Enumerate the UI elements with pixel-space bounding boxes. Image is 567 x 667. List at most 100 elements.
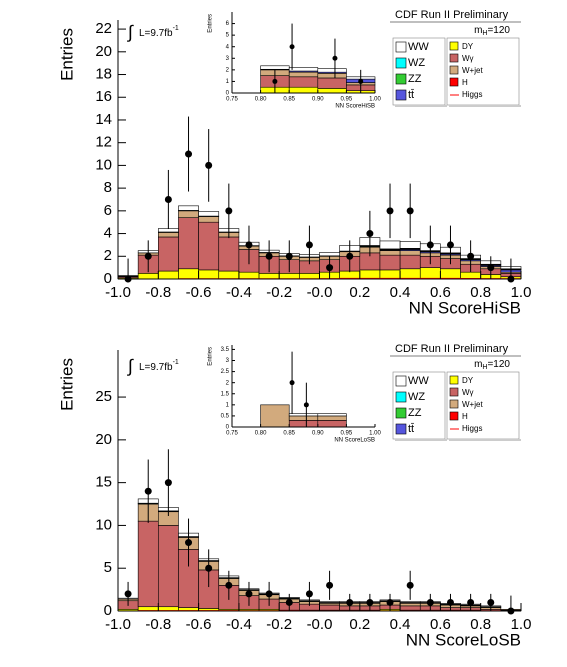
chart-title: CDF Run II Preliminary [395,343,509,355]
histogram-bar [399,602,421,607]
data-point [245,590,253,598]
data-point [366,598,374,606]
legend-swatch [395,41,407,53]
histogram-bar [288,86,319,94]
x-tick-label: -1.0 [105,616,131,633]
x-tick-label: 0.95 [341,97,353,103]
data-point [272,78,278,84]
x-tick-label: 0.90 [312,431,324,437]
histogram-bar [218,270,240,280]
histogram-bar [178,205,199,211]
histogram-bar [399,254,421,270]
x-tick-label: 0.95 [341,431,353,437]
y-tick-label: 3 [226,56,230,62]
lumi-label-part: -1 [173,359,179,366]
y-tick-label: 6 [226,21,230,27]
x-tick-label: -1.0 [105,284,131,301]
x-tick-label: -0.4 [226,616,252,633]
histogram-bar [460,271,481,280]
x-tick-label: 0.90 [312,97,324,103]
x-tick-label: 0.80 [255,97,267,103]
y-tick-label: 8 [104,179,112,196]
legend-swatch [449,77,459,87]
data-point [467,252,475,260]
mass-label-part: H [482,30,487,37]
data-point [265,590,273,598]
legend-label: Higgs [462,90,482,99]
histogram-bar [258,273,280,280]
histogram-bar [399,601,421,603]
data-point [358,78,364,84]
y-tick-label: 16 [95,88,112,105]
histogram-bar [379,240,401,250]
mass-label: mH=120 [474,359,510,371]
legend-swatch [395,375,407,387]
histogram-bar [317,420,347,428]
y-tick-label: 20 [95,431,112,448]
histogram-bar [198,269,220,280]
legend-label: WZ [408,391,425,403]
x-axis-label: NN ScoreLoSB [334,438,375,444]
legend-label: DY [462,376,474,385]
x-tick-label: -0.4 [226,284,252,301]
legend-swatch [395,73,407,85]
y-tick-label: 2.5 [221,369,230,375]
y-tick-label: 1 [226,402,230,408]
legend-box [446,371,520,440]
histogram-bar [288,415,319,421]
data-point [205,564,213,572]
legend-label: ZZ [408,407,422,419]
histogram-bar [260,404,290,428]
data-point [144,487,152,495]
histogram-bar [317,413,347,417]
y-tick-label: 14 [95,111,112,128]
data-point [124,590,132,598]
legend-label: WZ [408,57,425,69]
x-tick-label: -0.6 [186,616,212,633]
histogram-bar [137,520,159,608]
data-point [305,590,313,598]
y-tick-label: 0 [104,602,112,619]
legend-label: WW [408,375,429,387]
legend-swatch [395,57,407,69]
data-point [406,207,414,215]
legend-label: DY [462,42,474,51]
histogram-bar [379,254,401,271]
x-tick-label: -0.2 [266,616,292,633]
lumi-label-part: ∫ [126,22,134,42]
legend-swatch [449,387,459,397]
y-tick-label: 1.5 [221,391,230,397]
legend-swatch [395,423,407,435]
histogram-bar [178,217,199,270]
legend-label: tt̄ [408,423,414,435]
data-point [326,264,334,272]
x-tick-label: 0.85 [283,431,295,437]
histogram-bar [137,273,159,280]
histogram-bar [379,269,401,280]
data-point [185,539,193,547]
histogram-bar [288,76,319,88]
histogram-bar [399,268,421,280]
mass-label: mH=120 [474,25,510,37]
data-point [164,479,172,487]
data-point [305,241,313,249]
x-tick-label: 0.8 [470,284,491,301]
histogram-bar [238,271,260,280]
histogram-bar [158,232,179,238]
y-tick-label: 0 [226,91,230,97]
data-point [487,264,495,272]
legend-swatch [449,375,459,385]
mass-label-part: =120 [487,359,510,370]
y-tick-label: 12 [95,134,112,151]
y-axis-label: Entries [57,28,76,81]
y-tick-label: 10 [95,516,112,533]
data-point [326,581,334,589]
data-point [245,241,253,249]
legend-swatch [449,411,459,421]
data-point [285,598,293,606]
histogram-bar [178,210,199,218]
y-tick-label: 0.5 [221,413,230,419]
x-tick-label: -0.0 [307,284,333,301]
legend-label: tt̄ [408,89,414,101]
x-axis-label: NN ScoreLoSB [406,630,521,649]
